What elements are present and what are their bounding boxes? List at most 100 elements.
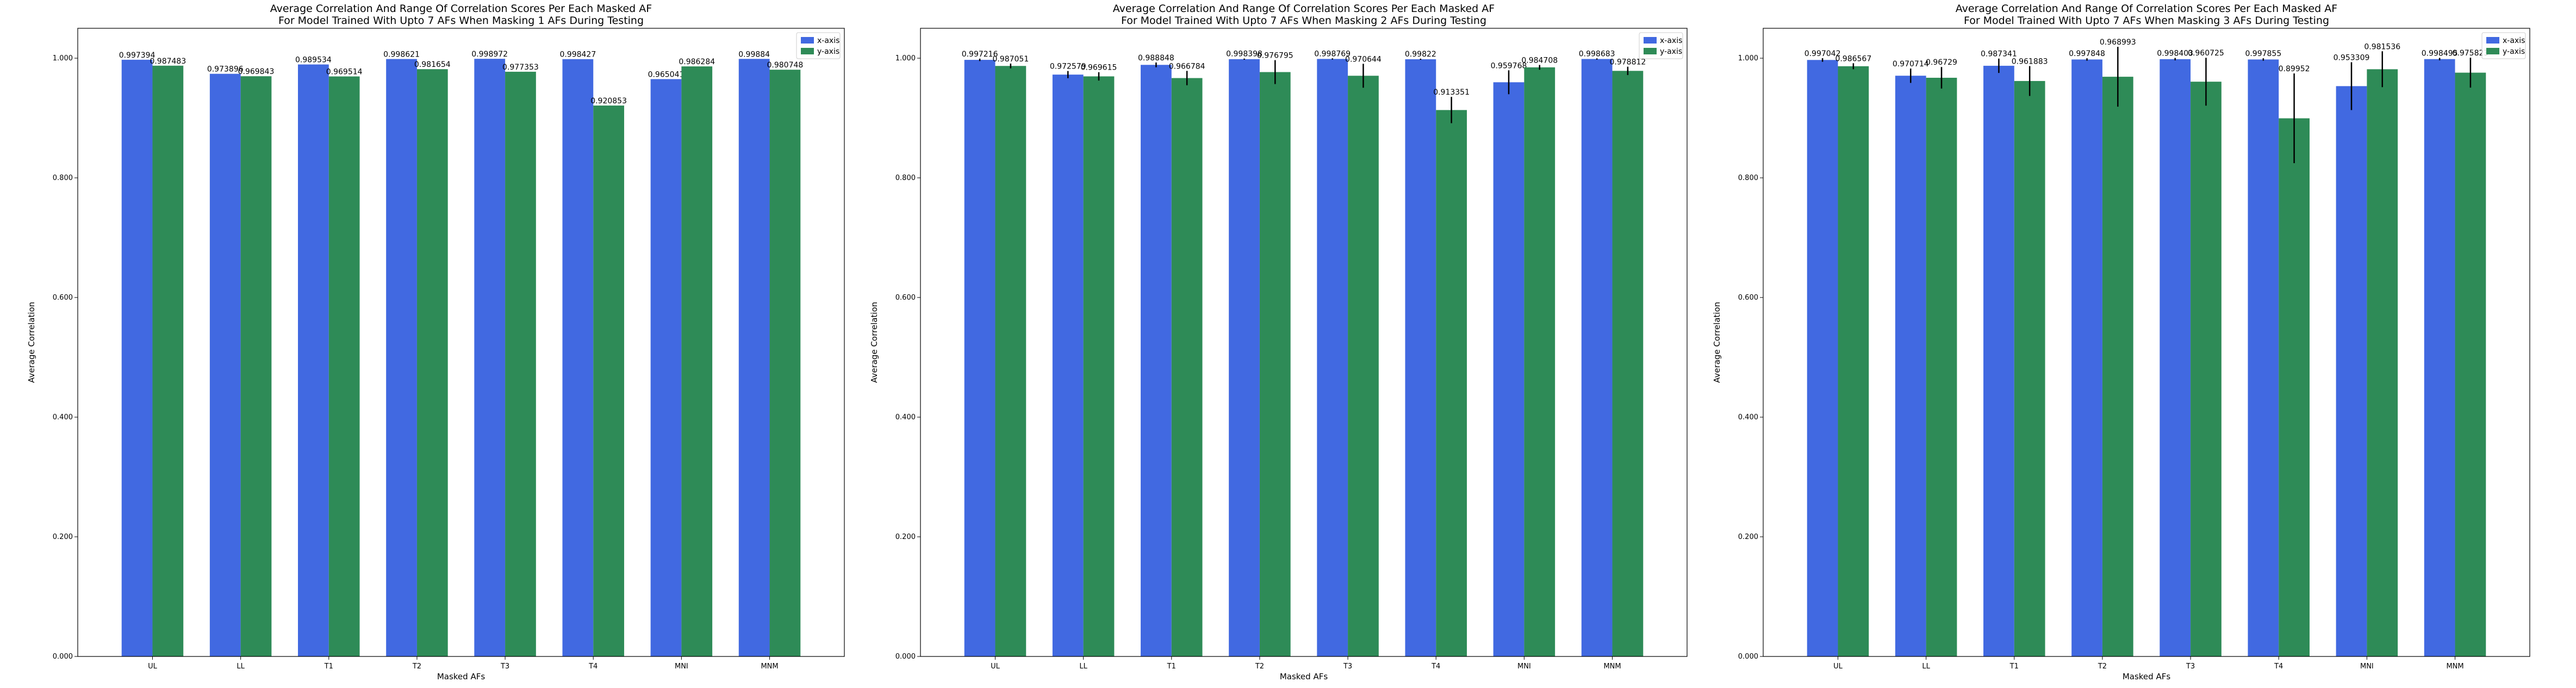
data-label-y-axis-MNM: 0.975823	[2452, 49, 2488, 58]
bar-y-axis-T3	[1348, 76, 1379, 656]
x-tick-label: MNM	[761, 662, 778, 671]
bar-x-axis-UL	[964, 60, 995, 657]
data-label-x-axis-MNM: 0.99884	[738, 50, 770, 59]
bar-x-axis-UL	[121, 59, 153, 657]
bar-x-axis-T2	[386, 59, 417, 657]
y-tick-label: 0.000	[1738, 653, 1758, 661]
x-tick-label: T1	[324, 662, 333, 671]
data-label-x-axis-MNI: 0.965041	[648, 70, 685, 79]
bar-x-axis-LL	[209, 73, 241, 657]
plot-frame	[920, 28, 1688, 657]
plot-frame	[77, 28, 845, 657]
bar-y-axis-T4	[1436, 110, 1467, 656]
data-label-y-axis-UL: 0.987051	[992, 55, 1029, 64]
legend-swatch-y-axis	[801, 48, 814, 54]
data-label-y-axis-MNM: 0.980748	[767, 61, 803, 70]
data-label-y-axis-LL: 0.96729	[1926, 58, 1957, 67]
x-axis-label: Masked AFs	[2123, 672, 2171, 681]
legend-label-x-axis: x-axis	[2503, 36, 2525, 45]
x-tick-label: T2	[1255, 662, 1264, 671]
y-tick-label: 0.000	[895, 653, 916, 661]
data-label-y-axis-UL: 0.986567	[1835, 54, 1871, 63]
bar-x-axis-MNI	[650, 79, 682, 657]
bar-y-axis-T2	[416, 69, 448, 656]
bar-y-axis-MNI	[1524, 67, 1555, 657]
bar-y-axis-T4	[2279, 118, 2310, 656]
bar-x-axis-MNM	[738, 59, 770, 656]
data-label-x-axis-T2: 0.997848	[2069, 49, 2105, 58]
x-tick-label: UL	[148, 662, 158, 671]
x-tick-label: T1	[2009, 662, 2019, 671]
y-tick-label: 0.400	[895, 413, 916, 422]
x-tick-label: MNM	[2446, 662, 2463, 671]
x-tick-label: T3	[2186, 662, 2195, 671]
bar-y-axis-UL	[995, 66, 1026, 656]
x-tick-label: T2	[412, 662, 421, 671]
x-tick-label: MNM	[1603, 662, 1621, 671]
data-label-x-axis-MNI: 0.953309	[2334, 53, 2370, 62]
data-label-y-axis-T4: 0.913351	[1433, 88, 1470, 97]
x-tick-label: LL	[1922, 662, 1930, 671]
y-tick-label: 0.800	[895, 174, 916, 182]
data-label-x-axis-LL: 0.972579	[1050, 63, 1086, 71]
bar-y-axis-UL	[1838, 66, 1869, 657]
data-label-x-axis-T4: 0.998427	[559, 51, 596, 59]
chart-subtitle: For Model Trained With Upto 7 AFs When M…	[278, 15, 644, 27]
y-tick-label: 0.200	[1738, 533, 1758, 541]
legend: x-axis y-axis	[1639, 32, 1683, 59]
data-label-x-axis-T1: 0.989534	[295, 56, 332, 65]
bar-y-axis-MNM	[1612, 71, 1644, 657]
y-axis-label: Average Correlation	[1712, 302, 1722, 383]
x-tick-label: T2	[2098, 662, 2107, 671]
bar-y-axis-LL	[1926, 77, 1957, 657]
x-tick-label: MNI	[675, 662, 688, 671]
x-tick-label: UL	[1833, 662, 1843, 671]
chart-subtitle: For Model Trained With Upto 7 AFs When M…	[1964, 15, 2329, 27]
data-label-y-axis-T4: 0.89952	[2279, 65, 2310, 73]
bar-y-axis-MNI	[681, 66, 713, 656]
data-label-x-axis-T3: 0.998972	[471, 50, 508, 59]
chart-title: Average Correlation And Range Of Correla…	[1956, 3, 2337, 15]
bar-y-axis-MNM	[769, 70, 801, 656]
bar-y-axis-T1	[328, 76, 360, 656]
data-label-x-axis-UL: 0.997042	[1805, 49, 1841, 58]
x-tick-label: T3	[500, 662, 509, 671]
x-tick-label: LL	[237, 662, 245, 671]
data-label-y-axis-T4: 0.920853	[590, 97, 627, 106]
data-label-y-axis-MNI: 0.984708	[1521, 56, 1558, 65]
y-tick-label: 0.600	[53, 294, 73, 302]
bar-y-axis-T3	[505, 71, 536, 656]
chart-panel-1: Average Correlation And Range Of Correla…	[27, 3, 845, 681]
bar-y-axis-UL	[152, 65, 184, 657]
bar-x-axis-T1	[1141, 65, 1172, 656]
data-label-x-axis-LL: 0.970714	[1893, 60, 1929, 69]
y-tick-label: 0.800	[1738, 174, 1758, 182]
data-label-y-axis-T1: 0.969514	[326, 68, 363, 77]
y-tick-label: 0.600	[895, 294, 916, 302]
data-label-y-axis-LL: 0.969843	[238, 67, 275, 76]
bar-x-axis-T3	[1317, 59, 1348, 656]
data-label-y-axis-T2: 0.981654	[414, 60, 451, 69]
data-label-y-axis-MNI: 0.981536	[2364, 42, 2400, 51]
bar-y-axis-MNI	[2367, 69, 2398, 656]
data-label-x-axis-T4: 0.997855	[2245, 49, 2281, 58]
x-axis-label: Masked AFs	[437, 672, 486, 681]
plot-frame	[1763, 28, 2530, 657]
chart-title: Average Correlation And Range Of Correla…	[1113, 3, 1495, 15]
bar-x-axis-LL	[1895, 76, 1926, 656]
x-tick-label: T3	[1343, 662, 1352, 671]
bar-y-axis-T1	[2014, 80, 2045, 656]
x-tick-label: T4	[588, 662, 598, 671]
x-tick-label: LL	[1079, 662, 1087, 671]
data-label-y-axis-UL: 0.987483	[150, 57, 186, 66]
bar-x-axis-T4	[2248, 59, 2279, 656]
legend-label-y-axis: y-axis	[817, 47, 839, 56]
x-tick-label: T4	[2274, 662, 2283, 671]
data-label-y-axis-T1: 0.961883	[2012, 57, 2048, 66]
x-tick-label: T1	[1167, 662, 1176, 671]
bar-x-axis-T1	[298, 64, 329, 657]
data-label-y-axis-T2: 0.976795	[1257, 52, 1293, 60]
bar-y-axis-T1	[1171, 78, 1203, 656]
